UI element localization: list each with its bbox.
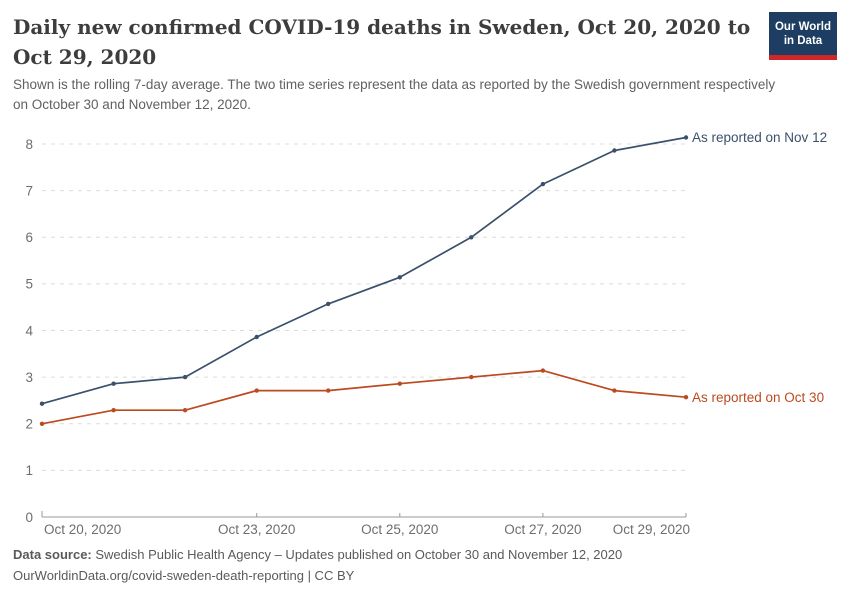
data-point xyxy=(111,408,116,413)
data-point xyxy=(326,301,331,307)
y-tick-label: 2 xyxy=(25,417,33,432)
data-point xyxy=(326,388,331,393)
data-point xyxy=(39,401,45,406)
y-tick-label: 6 xyxy=(25,230,33,245)
page-subtitle: Shown is the rolling 7-day average. The … xyxy=(13,77,776,112)
data-point xyxy=(469,235,474,240)
x-tick-label: Oct 20, 2020 xyxy=(44,522,121,537)
data-point xyxy=(111,381,116,386)
owid-logo-line1: Our World xyxy=(774,20,831,33)
data-point xyxy=(540,368,546,373)
chart-svg: 0 1 2 3 4 5 6 7 8 Oct 20, 2020 Oct 23, 2020 Oct 25,… xyxy=(25,130,827,537)
credit-line[interactable]: OurWorldinData.org/covid-sweden-death-re… xyxy=(13,568,355,583)
y-tick-label: 0 xyxy=(25,510,33,525)
owid-logo[interactable]: Our World in Data xyxy=(769,12,837,60)
series-end-label: As reported on Nov 12 xyxy=(692,130,827,145)
y-tick-label: 3 xyxy=(25,370,33,385)
data-point xyxy=(612,388,617,393)
data-point xyxy=(612,148,617,153)
data-point xyxy=(397,381,402,386)
data-source-text: Swedish Public Health Agency – Updates p… xyxy=(95,547,623,562)
y-tick-label: 7 xyxy=(25,183,33,198)
data-point xyxy=(254,388,259,393)
series-line xyxy=(41,369,687,425)
data-point xyxy=(683,395,689,400)
owid-logo-line2: in Data xyxy=(783,34,823,47)
x-tick-label: Oct 27, 2020 xyxy=(504,522,581,537)
x-tick-label: Oct 25, 2020 xyxy=(361,522,438,537)
line-chart: 0 1 2 3 4 5 6 7 8 Oct 20, 2020 Oct 23, 2020 Oct 25,… xyxy=(13,117,850,541)
data-point xyxy=(39,421,45,426)
data-point xyxy=(540,181,546,187)
data-point xyxy=(469,374,474,380)
y-tick-label: 8 xyxy=(25,137,33,152)
series-end-label: As reported on Oct 30 xyxy=(692,390,824,405)
header: Daily new confirmed COVID-19 deaths in S… xyxy=(13,12,837,115)
y-tick-label: 1 xyxy=(25,463,33,478)
y-tick-label: 4 xyxy=(25,323,33,338)
footer: Data source: Swedish Public Health Agenc… xyxy=(13,544,837,586)
data-point xyxy=(683,135,689,140)
data-source-line: Data source: Swedish Public Health Agenc… xyxy=(13,544,837,565)
series-line xyxy=(41,136,687,405)
y-tick-label: 5 xyxy=(25,277,33,292)
x-tick-label: Oct 23, 2020 xyxy=(218,522,295,537)
data-point xyxy=(182,408,188,413)
data-point xyxy=(182,374,188,380)
page-title: Daily new confirmed COVID-19 deaths in S… xyxy=(13,15,751,69)
data-source-label: Data source: xyxy=(13,547,92,562)
x-tick-label: Oct 29, 2020 xyxy=(613,522,690,537)
data-point xyxy=(254,334,259,340)
data-point xyxy=(397,275,402,280)
